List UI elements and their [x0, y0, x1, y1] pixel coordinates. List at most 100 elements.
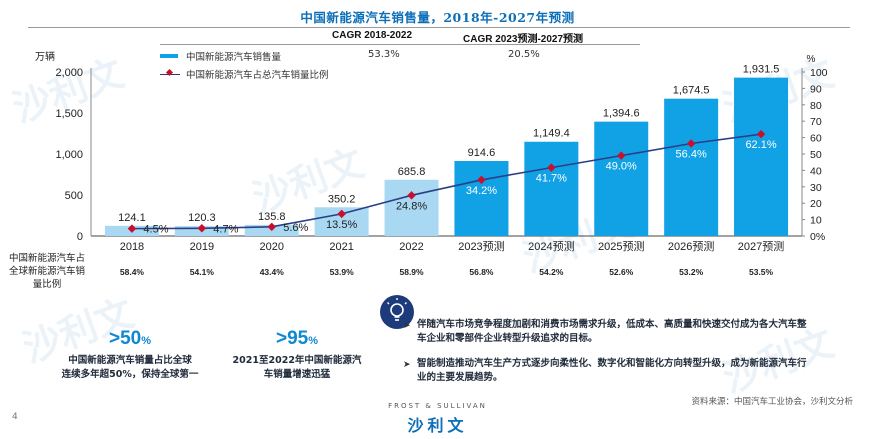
arrow-icon: ➤: [403, 321, 411, 331]
legend-line-series: 中国新能源汽车占总汽车销量比例: [160, 67, 329, 81]
y-left-tick-label: 500: [65, 190, 83, 202]
bar: [594, 121, 649, 236]
y-left-tick-label: 1,500: [55, 108, 83, 120]
y-right-tick-label: 0%: [810, 231, 825, 243]
series1-cagr1-value: 53.3%: [368, 49, 400, 60]
share-value-label: 4.5%: [143, 224, 168, 236]
share-value: 43.4%: [259, 267, 284, 277]
y-right-tick-label: 40: [810, 165, 822, 177]
legend-bar-swatch: [160, 54, 178, 58]
share-line: [131, 133, 762, 230]
header-top-rule: [28, 27, 850, 28]
bar-value-label: 124.1: [118, 212, 146, 224]
share-marker: [477, 175, 486, 185]
bar: [664, 98, 719, 236]
y-right-tick-label: 20: [810, 198, 822, 210]
bar-value-label: 135.8: [258, 211, 286, 223]
stat-big-number: >50%: [108, 328, 151, 349]
share-value: 58.4%: [119, 267, 144, 277]
share-marker: [197, 224, 207, 233]
share-value-label: 13.5%: [326, 219, 357, 231]
share-value: 56.8%: [469, 267, 494, 277]
sullivan-logo: 沙利文: [407, 416, 468, 435]
share-value: 54.2%: [539, 267, 564, 277]
chart-title: 中国新能源汽车销售量，2018年-2027年预测: [300, 10, 575, 25]
share-value-label: 41.7%: [536, 173, 567, 185]
y-right-tick-label: 90: [810, 83, 822, 95]
bar-value-label: 1,674.5: [673, 85, 710, 97]
share-value-label: 62.1%: [745, 139, 776, 151]
share-value: 58.9%: [399, 267, 424, 277]
cagr1-header: CAGR 2018-2022: [332, 30, 413, 41]
y-left-tick-label: 1,000: [55, 149, 83, 161]
frost-sullivan-logo: FROST & SULLIVAN: [388, 402, 487, 410]
y-right-tick-label: 50: [810, 149, 822, 161]
bullet-item: ➤ 伴随汽车市场竞争程度加剧和消费市场需求升级，低成本、高质量和快速交付成为各大…: [403, 319, 807, 344]
share-marker: [127, 224, 137, 233]
x-tick-label: 2019: [190, 241, 214, 253]
share-value: 53.5%: [748, 267, 774, 277]
source-note: 资料来源：中国汽车工业协会，沙利文分析: [691, 397, 853, 407]
header-mid-rule: [160, 44, 640, 45]
y-right-tick-label: 80: [810, 100, 822, 112]
legend-line-label: 中国新能源汽车占总汽车销量比例: [186, 70, 329, 81]
x-tick-label: 2018: [120, 241, 144, 253]
share-value-label: 56.4%: [676, 149, 707, 161]
x-tick-label: 2021: [329, 241, 353, 253]
share-marker: [267, 222, 276, 232]
share-value: 53.2%: [679, 267, 704, 277]
cagr2-header: CAGR 2023预测-2027预测: [463, 34, 584, 45]
lightbulb-icon: [380, 295, 414, 329]
legend-bar-label: 中国新能源汽车销售量: [186, 52, 282, 63]
page-number: 4: [12, 412, 18, 422]
y-left-tick-label: 2,000: [55, 67, 83, 79]
share-value: 52.6%: [609, 267, 634, 277]
x-tick-label: 2024预测: [528, 240, 574, 253]
share-value: 53.9%: [329, 267, 354, 277]
stat-description: 中国新能源汽车销量占比全球 连续多年超50%，保持全球第一: [61, 355, 199, 380]
x-tick-label: 2022: [399, 241, 423, 253]
stat-description: 2021至2022年中国新能源汽 车销量增速迅猛: [232, 355, 362, 380]
stat-block: >50% 中国新能源汽车销量占比全球 连续多年超50%，保持全球第一: [40, 328, 220, 382]
bar: [454, 161, 509, 236]
insight-bullets: ➤ 伴随汽车市场竞争程度加剧和消费市场需求升级，低成本、高质量和快速交付成为各大…: [403, 318, 807, 396]
x-tick-label: 2026预测: [668, 240, 714, 253]
y-right-tick-label: 70: [810, 116, 822, 128]
y-right-tick-label: 30: [810, 182, 822, 194]
arrow-icon: ➤: [403, 360, 411, 370]
share-value: 54.1%: [189, 267, 214, 277]
x-tick-label: 2025预测: [598, 240, 644, 253]
bar-value-label: 120.3: [188, 212, 216, 224]
bar-value-label: 1,931.5: [743, 64, 780, 76]
legend-line-swatch: [160, 73, 180, 75]
share-row-label: 中国新能源汽车占全球新能源汽车销量比例: [8, 253, 85, 290]
bar-value-label: 1,149.4: [533, 128, 570, 140]
bar-value-label: 914.6: [468, 147, 496, 159]
bar-value-label: 350.2: [328, 193, 356, 205]
y-right-tick-label: 60: [810, 133, 822, 145]
share-value-label: 34.2%: [466, 185, 497, 197]
share-marker: [337, 209, 346, 219]
bar: [734, 77, 789, 236]
bar: [384, 179, 439, 236]
bar: [524, 141, 579, 236]
stat-block: >95% 2021至2022年中国新能源汽 车销量增速迅猛: [212, 328, 382, 382]
y-right-tick-label: 100: [810, 67, 828, 79]
bar-value-label: 685.8: [398, 166, 426, 178]
x-tick-label: 2027预测: [738, 240, 784, 253]
y-right-unit: %: [807, 54, 816, 65]
series1-cagr2-value: 20.5%: [508, 49, 540, 60]
y-left-tick-label: 0: [77, 231, 83, 243]
x-tick-label: 2023预测: [458, 240, 504, 253]
y-right-tick-label: 10: [810, 215, 822, 227]
x-tick-label: 2020: [260, 241, 284, 253]
share-marker: [407, 191, 416, 200]
share-value-label: 4.7%: [213, 223, 238, 235]
stat-big-number: >95%: [275, 328, 318, 349]
share-value-label: 24.8%: [396, 200, 427, 212]
legend-bar-series: 中国新能源汽车销售量: [160, 49, 281, 63]
y-left-unit: 万辆: [35, 50, 55, 63]
bar-value-label: 1,394.6: [603, 108, 640, 120]
bullet-item: ➤ 智能制造推动汽车生产方式逐步向柔性化、数字化和智能化方向转型升级，成为新能源…: [403, 358, 807, 383]
